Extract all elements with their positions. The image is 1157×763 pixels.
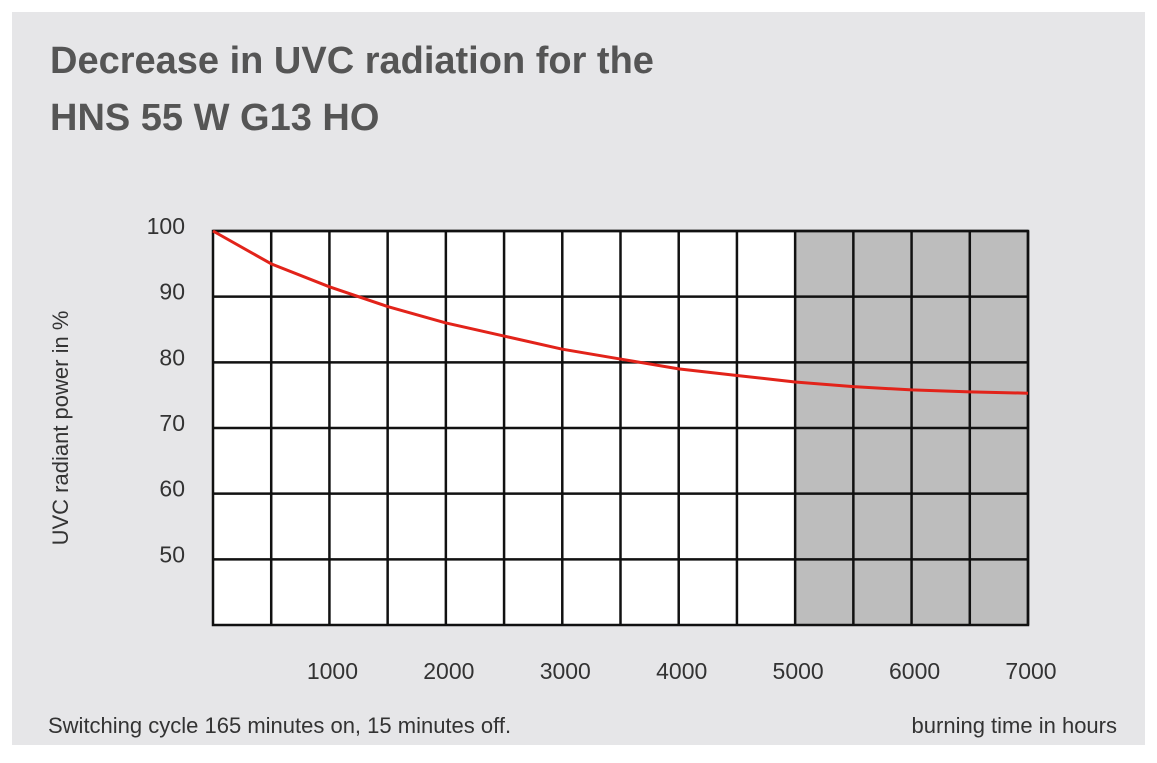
- x-tick-label: 3000: [540, 658, 591, 684]
- y-tick-label: 100: [147, 213, 185, 239]
- x-tick-label: 7000: [1005, 658, 1056, 684]
- x-tick-label: 5000: [773, 658, 824, 684]
- plot-frame: [211, 229, 1030, 627]
- x-tick-label: 2000: [423, 658, 474, 684]
- y-tick-label: 90: [159, 279, 185, 305]
- y-tick-label: 80: [159, 344, 185, 370]
- y-tick-label: 70: [159, 410, 185, 436]
- x-tick-label: 6000: [889, 658, 940, 684]
- y-axis-label: UVC radiant power in %: [48, 311, 73, 546]
- y-tick-label: 50: [159, 541, 185, 567]
- data-line: [212, 229, 1029, 395]
- y-tick-label: 60: [159, 476, 185, 502]
- x-tick-label: 1000: [307, 658, 358, 684]
- note: Switching cycle 165 minutes on, 15 minut…: [48, 713, 511, 738]
- x-tick-label: 4000: [656, 658, 707, 684]
- chart-title-line: HNS 55 W G13 HO: [50, 97, 379, 139]
- chart-title-line: Decrease in UVC radiation for the: [50, 40, 654, 82]
- x-axis-label: burning time in hours: [912, 713, 1117, 738]
